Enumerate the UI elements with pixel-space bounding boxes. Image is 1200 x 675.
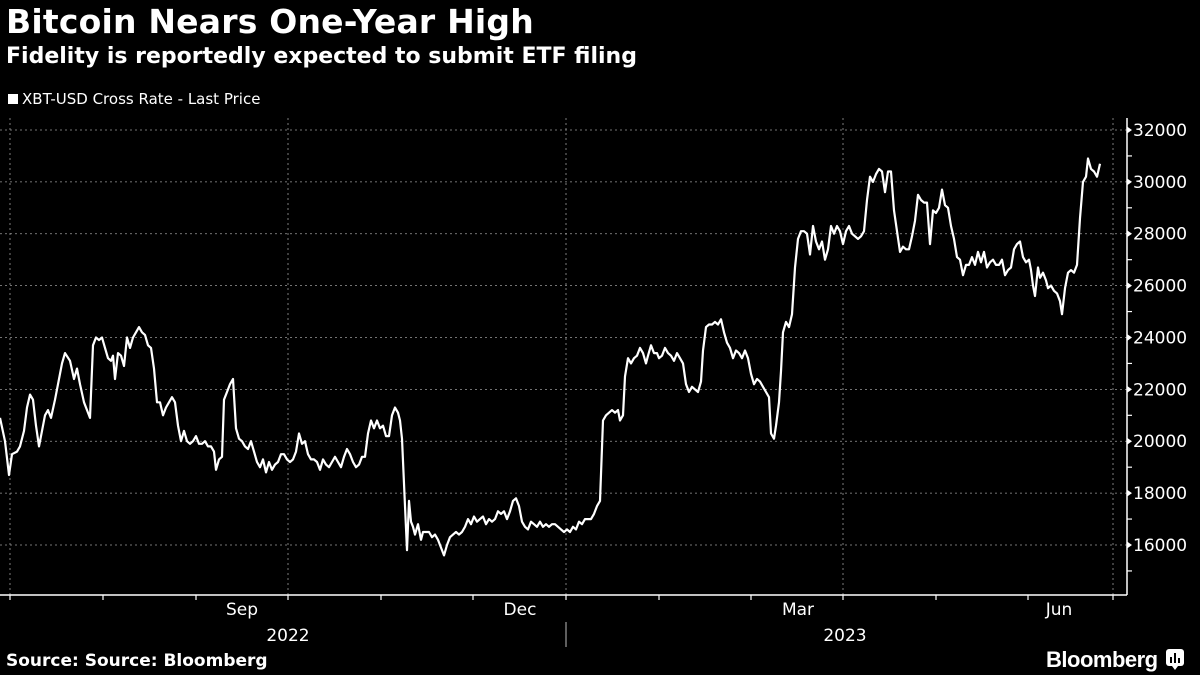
brand-name: Bloomberg — [1046, 647, 1158, 672]
gridlines — [0, 118, 1127, 595]
legend-label: XBT-USD Cross Rate - Last Price — [22, 90, 261, 108]
bar-chart-icon — [1165, 649, 1184, 670]
source-note: Source: Source: Bloomberg — [6, 651, 268, 671]
svg-text:28000: 28000 — [1133, 225, 1187, 245]
svg-text:Sep: Sep — [226, 600, 258, 620]
svg-text:2022: 2022 — [266, 626, 309, 646]
svg-text:18000: 18000 — [1133, 484, 1187, 504]
svg-text:22000: 22000 — [1133, 380, 1187, 400]
svg-text:24000: 24000 — [1133, 328, 1187, 348]
svg-text:30000: 30000 — [1133, 173, 1187, 193]
axes — [0, 118, 1132, 647]
svg-text:26000: 26000 — [1133, 277, 1187, 297]
svg-text:32000: 32000 — [1133, 121, 1187, 141]
chart-title: Bitcoin Nears One-Year High — [6, 2, 534, 41]
svg-text:2023: 2023 — [823, 626, 866, 646]
svg-text:Dec: Dec — [504, 600, 537, 620]
legend-swatch — [8, 94, 18, 104]
y-axis-labels: 16000 18000 20000 22000 24000 26000 28000 30000… — [1133, 121, 1187, 556]
svg-text:Jun: Jun — [1045, 600, 1073, 620]
chart-subtitle: Fidelity is reportedly expected to submi… — [6, 44, 637, 69]
svg-text:Mar: Mar — [782, 600, 814, 620]
price-line — [0, 157, 1102, 557]
svg-text:16000: 16000 — [1133, 536, 1187, 556]
legend: XBT-USD Cross Rate - Last Price — [8, 90, 260, 108]
bloomberg-logo: Bloomberg — [1046, 647, 1184, 673]
x-axis-labels: Sep Dec Mar Jun 2022 2023 — [226, 600, 1072, 646]
svg-text:20000: 20000 — [1133, 432, 1187, 452]
